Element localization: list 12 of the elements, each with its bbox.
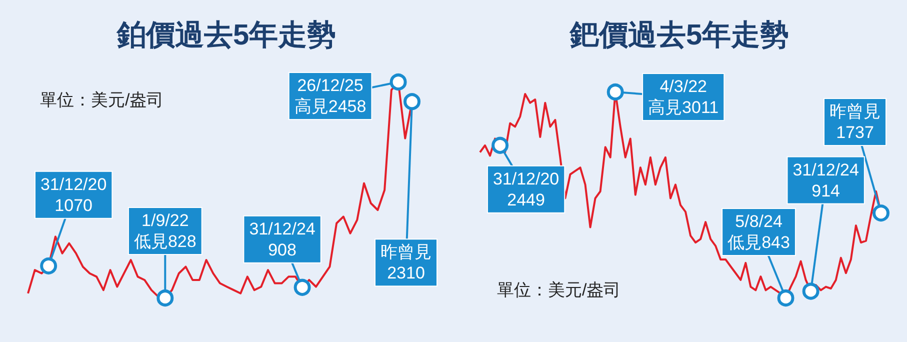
data-label: 1/9/22 低見828: [134, 211, 196, 251]
data-label: 31/12/20 2449: [492, 169, 560, 210]
annotation: 單位：美元/盎司: [40, 90, 164, 110]
data-label: 昨曾見 1737: [830, 102, 880, 142]
data-label: 31/12/20 1070: [40, 174, 107, 215]
chart-title: 鈀價過去5年走勢: [568, 20, 790, 52]
annotation: 單位：美元/盎司: [497, 280, 621, 300]
data-label: 昨曾見 2310: [380, 242, 432, 283]
data-label: 31/12/24 914: [792, 160, 859, 200]
data-label: 31/12/24 908: [249, 219, 316, 260]
chart-title: 鉑價過去5年走勢: [116, 20, 336, 52]
data-label: 5/8/24 低見843: [728, 212, 790, 252]
